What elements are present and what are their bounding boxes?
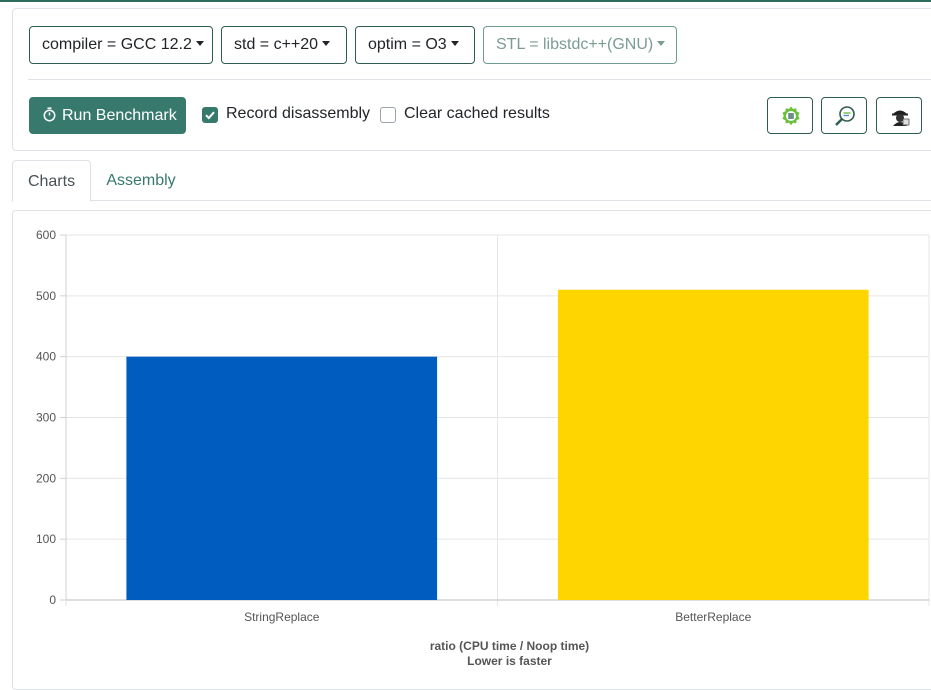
spy-button[interactable] (876, 97, 922, 134)
y-tick-label: 0 (49, 593, 56, 607)
bar (557, 289, 869, 600)
compiler-dropdown-label: compiler = GCC 12.2 (42, 36, 192, 53)
benchmark-bar-chart: 0 100 200 300 400 500 600 StringReplace BetterRe… (36, 228, 930, 668)
x-axis-subtitle: Lower is faster (467, 654, 552, 668)
tabs-divider (12, 200, 931, 201)
chart-panel: 0 100 200 300 400 500 600 StringReplace BetterRe… (12, 210, 931, 690)
y-tick-label: 300 (36, 411, 56, 425)
stopwatch-icon (43, 107, 56, 122)
stl-dropdown-label: STL = libstdc++(GNU) (496, 36, 654, 53)
chevron-down-icon (322, 41, 331, 46)
compiler-dropdown[interactable]: compiler = GCC 12.2 (29, 26, 213, 64)
y-tick-label: 400 (36, 350, 56, 364)
spy-icon (892, 110, 910, 126)
run-benchmark-button[interactable]: Run Benchmark (29, 97, 186, 134)
chevron-down-icon (450, 41, 459, 46)
clear-cached-results-label[interactable]: Clear cached results (404, 105, 550, 122)
run-benchmark-label: Run Benchmark (62, 107, 177, 124)
tab-assembly[interactable]: Assembly (106, 172, 176, 189)
stl-dropdown[interactable]: STL = libstdc++(GNU) (483, 26, 677, 64)
bar (126, 356, 438, 600)
y-tick-label: 200 (36, 471, 56, 485)
x-tick-label: BetterReplace (675, 610, 751, 624)
chevron-down-icon (195, 41, 204, 46)
tab-charts[interactable]: Charts (12, 160, 91, 202)
toolbar-divider (28, 79, 931, 80)
std-dropdown-label: std = c++20 (234, 36, 319, 53)
top-accent-line (0, 0, 931, 2)
record-disassembly-checkbox[interactable] (202, 107, 218, 123)
y-tick-label: 600 (36, 228, 56, 242)
x-tick-label: StringReplace (244, 610, 320, 624)
optim-dropdown-label: optim = O3 (368, 36, 447, 53)
optim-dropdown[interactable]: optim = O3 (355, 26, 475, 64)
clear-cached-results-checkbox[interactable] (380, 107, 396, 123)
settings-gear-icon (782, 106, 800, 126)
x-axis-title: ratio (CPU time / Noop time) (430, 639, 589, 653)
y-tick-label: 100 (36, 532, 56, 546)
search-code-button[interactable] (821, 97, 867, 134)
y-tick-label: 500 (36, 289, 56, 303)
checkmark-icon (205, 111, 215, 120)
std-dropdown[interactable]: std = c++20 (221, 26, 347, 64)
search-code-icon (835, 106, 855, 126)
settings-button[interactable] (767, 97, 813, 134)
chevron-down-icon (657, 41, 666, 46)
record-disassembly-label[interactable]: Record disassembly (226, 105, 371, 122)
